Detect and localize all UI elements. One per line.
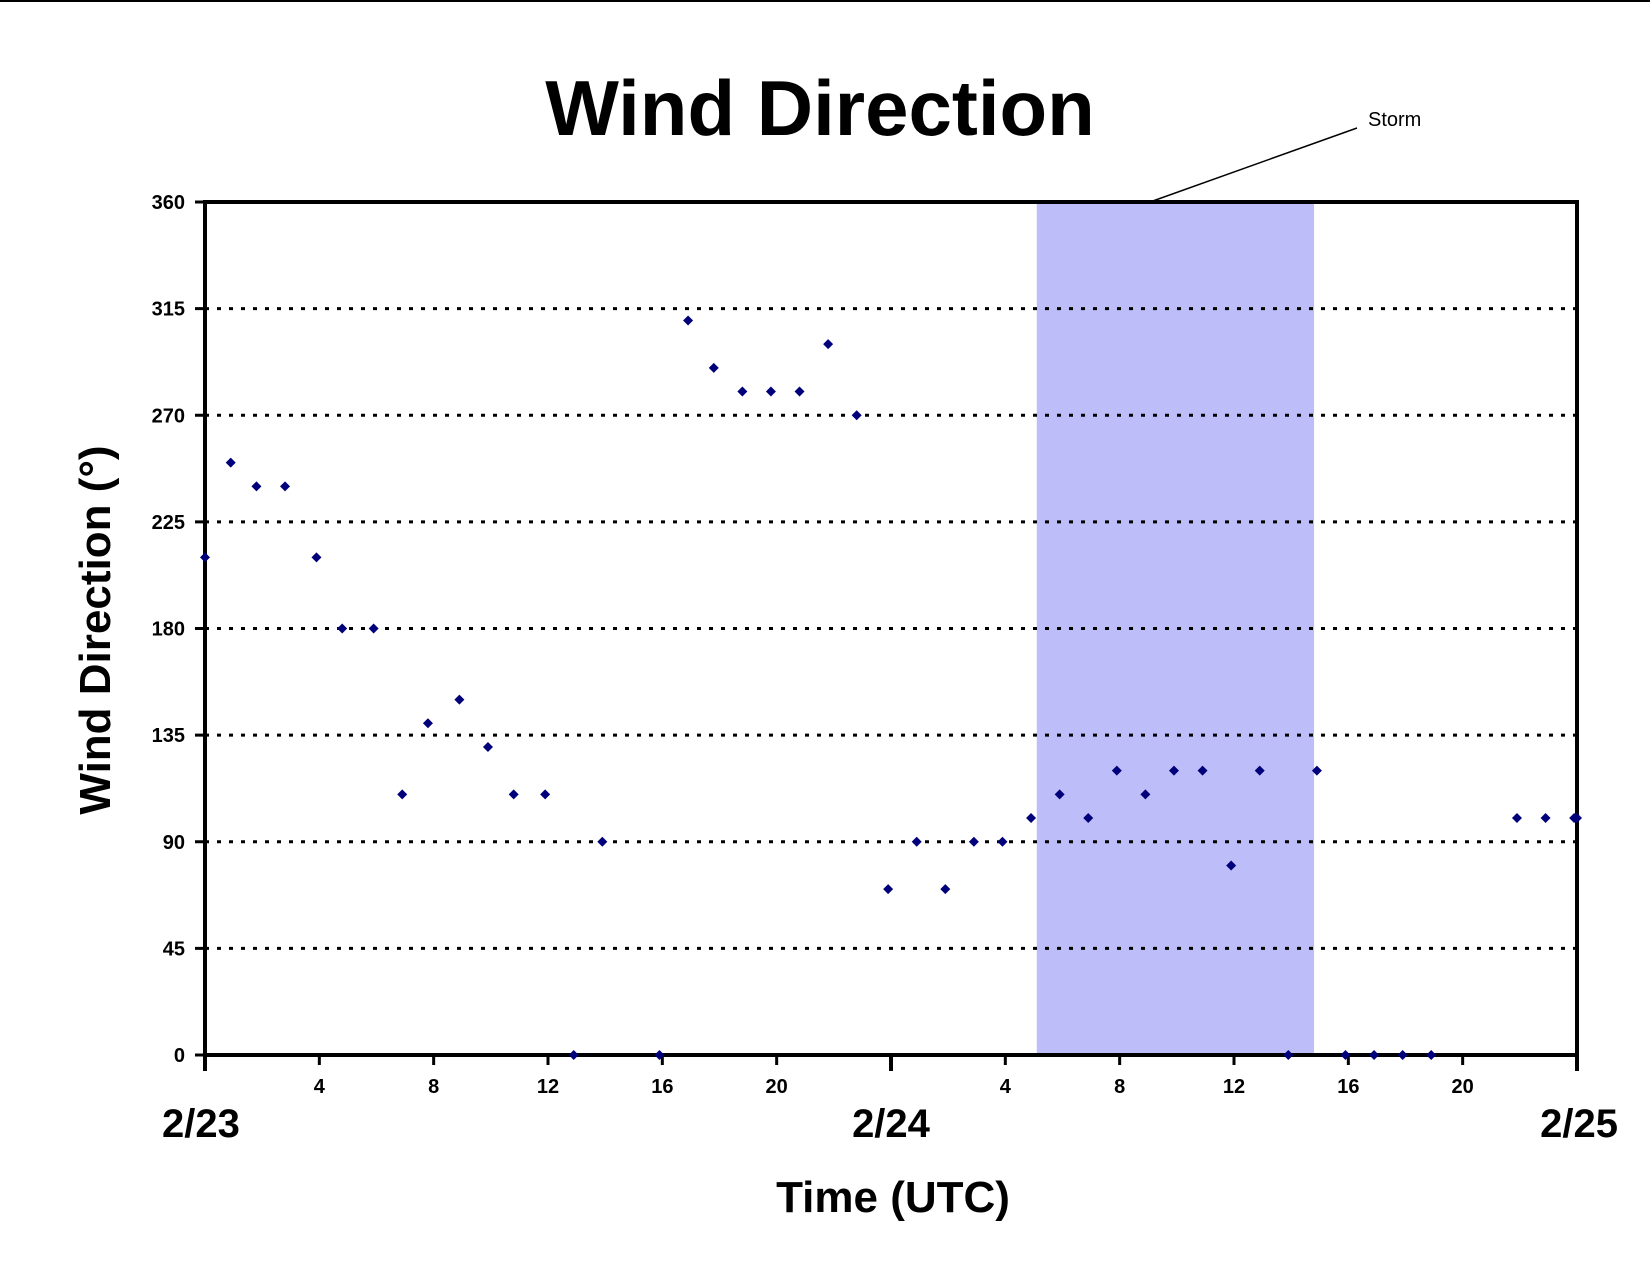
data-point <box>1426 1050 1437 1060</box>
data-point <box>1140 789 1151 800</box>
data-point <box>708 362 719 373</box>
storm-shaded-region <box>1036 202 1315 1055</box>
x-tick-label: 8 <box>1114 1076 1125 1098</box>
data-point <box>454 694 465 705</box>
x-tick-label: 16 <box>651 1076 673 1098</box>
x-tick-label: 16 <box>1337 1076 1359 1098</box>
data-point <box>823 339 834 350</box>
data-point <box>1111 765 1122 776</box>
data-point <box>508 789 519 800</box>
data-point <box>1197 765 1208 776</box>
data-point <box>940 884 951 895</box>
data-point <box>1340 1050 1351 1060</box>
data-point <box>1397 1050 1408 1060</box>
data-point <box>368 623 379 634</box>
data-point <box>1572 813 1582 824</box>
y-tick-label-45: 45 <box>163 938 185 960</box>
data-point <box>683 315 694 326</box>
date-label: 2/24 <box>852 1102 931 1146</box>
data-point <box>311 552 322 563</box>
y-tick-label-360: 360 <box>152 192 185 214</box>
data-point <box>1369 1050 1380 1060</box>
data-point <box>1540 813 1551 824</box>
y-tick-label-90: 90 <box>163 832 185 854</box>
y-tick-label-135: 135 <box>152 725 185 747</box>
x-axis-label: Time (UTC) <box>776 1173 1010 1222</box>
x-tick-label: 20 <box>1452 1076 1474 1098</box>
data-point <box>851 410 862 421</box>
data-point <box>737 386 748 397</box>
data-point <box>997 836 1008 847</box>
data-point <box>540 789 551 800</box>
data-point <box>225 457 236 468</box>
data-point <box>1054 789 1065 800</box>
data-point <box>280 481 291 492</box>
chart-title: Wind Direction <box>545 64 1095 152</box>
data-point <box>1168 765 1179 776</box>
data-point <box>568 1050 579 1060</box>
x-tick-label: 4 <box>314 1076 326 1098</box>
data-point <box>422 718 433 729</box>
data-point <box>765 386 776 397</box>
data-point <box>482 741 493 752</box>
x-tick-label: 12 <box>1223 1076 1245 1098</box>
y-tick-label-0: 0 <box>174 1045 185 1067</box>
data-point <box>1511 813 1522 824</box>
y-tick-label-180: 180 <box>152 619 185 641</box>
y-tick-label-315: 315 <box>152 299 185 321</box>
data-point <box>1254 765 1265 776</box>
x-tick-label: 4 <box>1000 1076 1012 1098</box>
y-axis-label: Wind Direction (°) <box>71 445 120 814</box>
data-point <box>654 1050 665 1060</box>
date-label: 2/25 <box>1540 1102 1618 1146</box>
data-point <box>200 552 210 563</box>
data-point <box>911 836 922 847</box>
data-point <box>968 836 979 847</box>
date-label: 2/23 <box>162 1102 240 1146</box>
x-tick-label: 20 <box>766 1076 788 1098</box>
data-point <box>883 884 894 895</box>
data-point <box>1083 813 1094 824</box>
data-point <box>337 623 348 634</box>
data-point <box>1311 765 1322 776</box>
x-tick-label: 12 <box>537 1076 559 1098</box>
data-point <box>251 481 262 492</box>
data-point <box>794 386 805 397</box>
data-point <box>1226 860 1237 871</box>
storm-annotation-label: Storm <box>1368 109 1421 131</box>
y-tick-label-225: 225 <box>152 512 185 534</box>
x-tick-label: 8 <box>428 1076 439 1098</box>
data-point <box>597 836 608 847</box>
data-point <box>397 789 408 800</box>
storm-annotation-leader <box>1149 127 1358 203</box>
data-point <box>1283 1050 1294 1060</box>
data-point <box>1026 813 1037 824</box>
y-tick-label-270: 270 <box>152 405 185 427</box>
